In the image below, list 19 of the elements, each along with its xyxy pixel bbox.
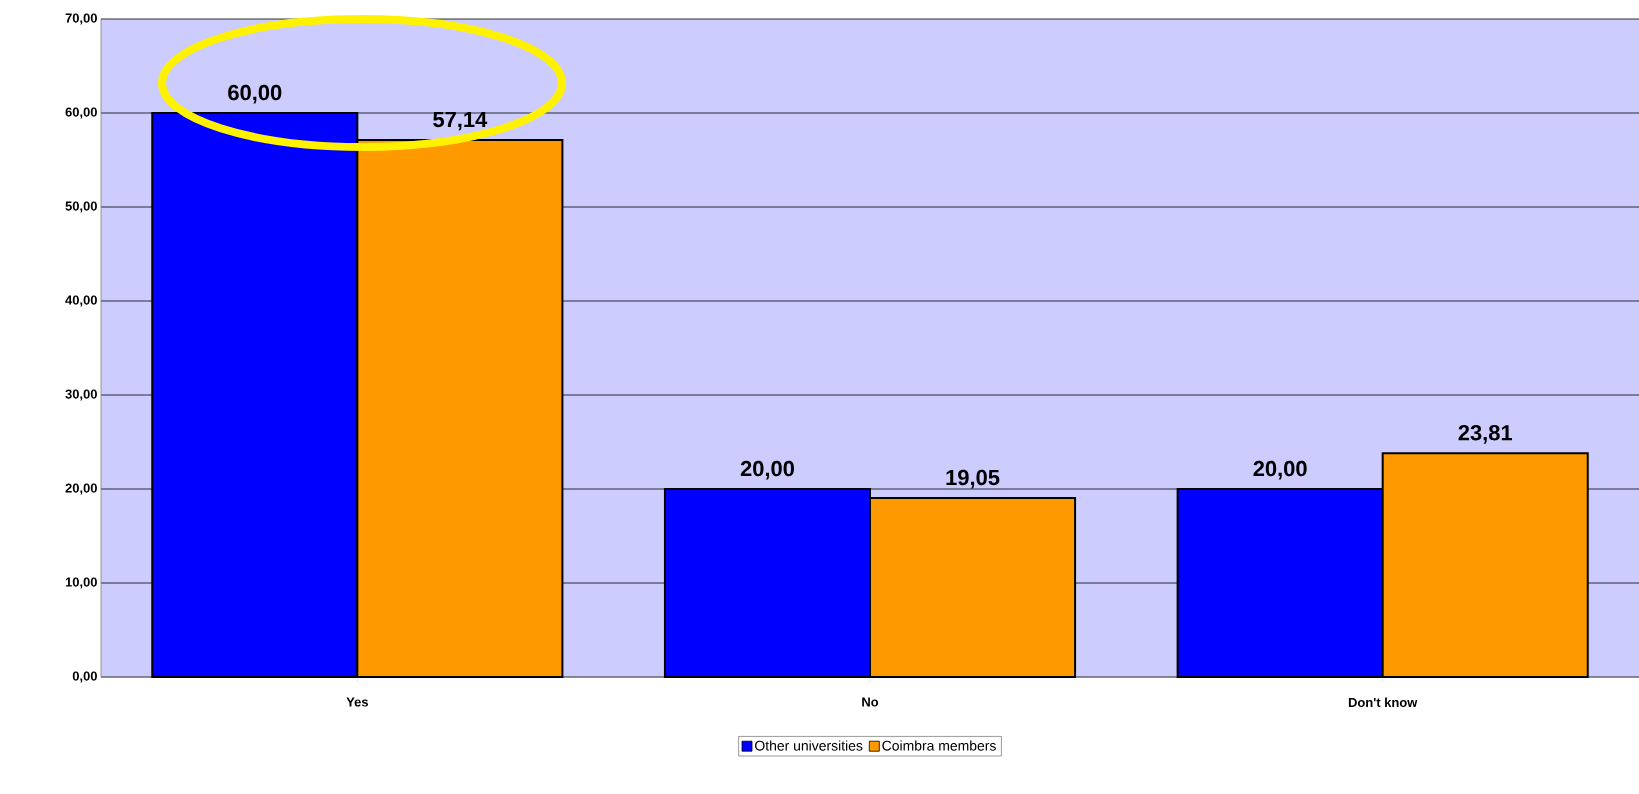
data-label: 20,00 xyxy=(1253,460,1307,480)
y-tick-label: 30,00 xyxy=(65,389,97,401)
data-label: 23,81 xyxy=(1458,424,1513,444)
y-tick-label: 0,00 xyxy=(72,671,97,683)
data-label: 20,00 xyxy=(740,460,794,480)
x-tick-label: Yes xyxy=(346,697,368,707)
y-tick-label: 40,00 xyxy=(65,295,97,307)
y-tick-label: 50,00 xyxy=(65,201,97,213)
data-label: 60,00 xyxy=(228,84,282,104)
legend-label: Other universities xyxy=(755,740,863,751)
y-tick-label: 70,00 xyxy=(65,13,97,25)
data-label: 57,14 xyxy=(433,111,488,131)
data-label: 19,05 xyxy=(946,469,1000,489)
x-tick-label: Don't know xyxy=(1348,697,1418,708)
x-tick-label: No xyxy=(862,697,879,707)
y-tick-label: 10,00 xyxy=(65,577,97,589)
legend-label: Coimbra members xyxy=(882,740,996,751)
y-tick-label: 60,00 xyxy=(65,107,97,119)
y-tick-label: 20,00 xyxy=(65,483,97,495)
